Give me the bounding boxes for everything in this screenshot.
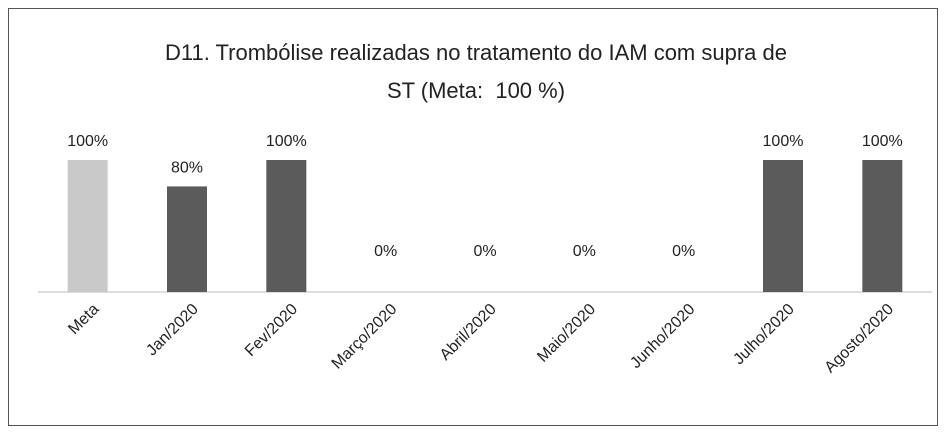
bar [763,160,803,292]
x-tick-label: Maio/2020 [534,301,599,366]
data-label: 0% [473,243,496,260]
x-tick-label: Meta [65,301,102,338]
chart-frame [8,8,938,426]
data-label: 100% [67,133,108,150]
x-tick-label: Março/2020 [329,301,401,373]
data-label: 100% [862,133,903,150]
bar [167,186,207,292]
bar [862,160,903,292]
chart-title: D11. Trombólise realizadas no tratamento… [164,40,787,103]
x-tick-label: Fev/2020 [242,301,301,360]
x-tick-label: Abril/2020 [437,301,500,364]
x-tick-label: Agosto/2020 [822,301,898,377]
x-tick-label: Julho/2020 [730,301,797,368]
bar [266,160,307,292]
x-tick-label: Junho/2020 [627,301,698,372]
data-label: 80% [171,159,203,176]
bar [67,160,108,292]
x-tick-label: Jan/2020 [143,301,202,360]
data-label: 100% [763,133,804,150]
data-label: 100% [266,133,307,150]
data-label: 0% [672,243,695,260]
data-label: 0% [374,243,397,260]
data-label: 0% [573,243,596,260]
